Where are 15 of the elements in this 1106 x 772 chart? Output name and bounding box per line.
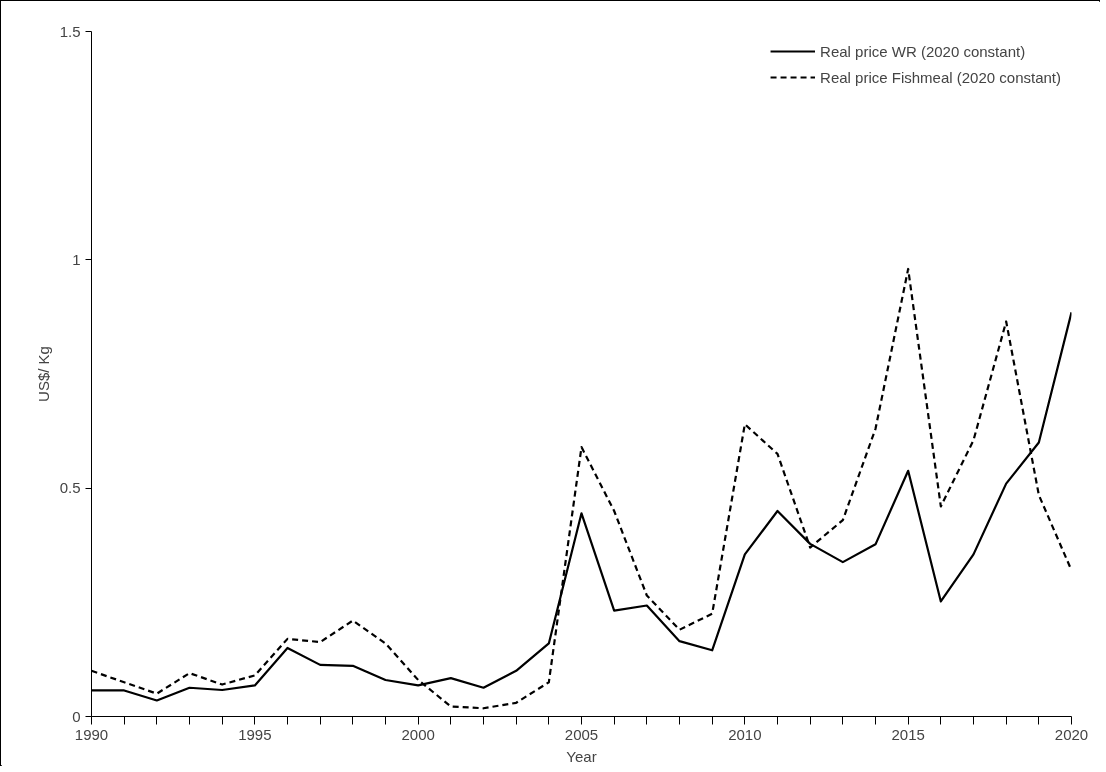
x-tick-label: 2015	[891, 725, 925, 743]
x-axis-title: Year	[566, 747, 597, 765]
x-tick-label: 2000	[401, 725, 435, 743]
legend-label: Real price Fishmeal (2020 constant)	[820, 68, 1061, 86]
x-tick-label: 2005	[564, 725, 599, 743]
y-axis-title: US$/ Kg	[34, 346, 52, 402]
x-tick-label: 1995	[238, 725, 272, 743]
y-tick-label: 1.5	[59, 22, 81, 40]
legend-label: Real price WR (2020 constant)	[820, 42, 1026, 60]
y-tick-label: 1	[72, 250, 81, 268]
x-tick-label: 2020	[1054, 725, 1089, 743]
x-tick-label: 1990	[74, 725, 109, 743]
y-tick-label: 0	[72, 707, 81, 725]
y-tick-label: 0.5	[59, 479, 81, 497]
x-tick-label: 2010	[728, 725, 762, 743]
